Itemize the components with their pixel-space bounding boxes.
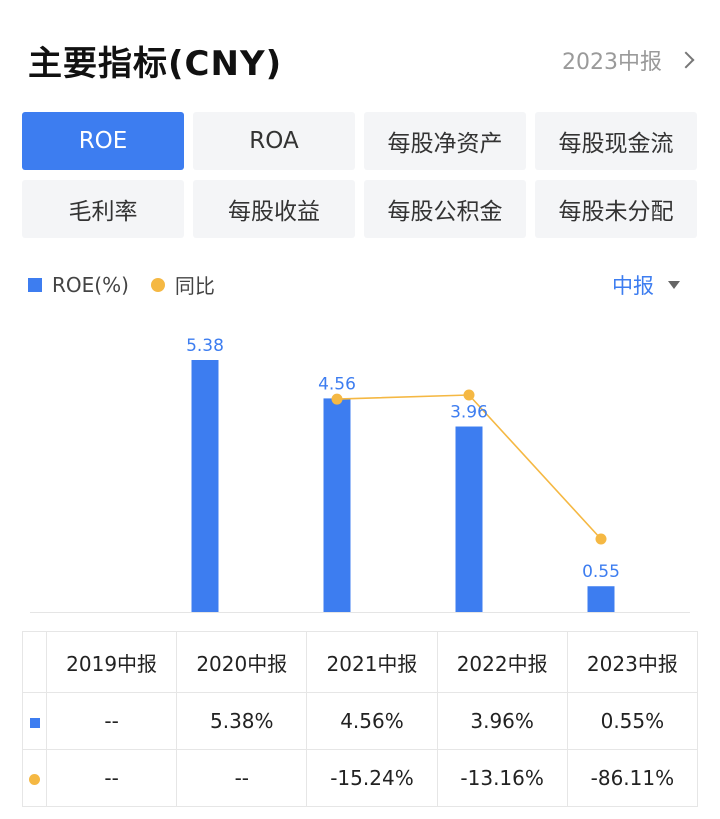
bar-legend-label: ROE(%) <box>52 272 129 297</box>
roe-bar <box>455 426 483 612</box>
page-title: 主要指标(CNY) <box>28 44 283 84</box>
table-header-cell: 2020中报 <box>176 631 308 693</box>
bar-value-label: 5.38 <box>186 336 224 356</box>
tab-roe[interactable]: ROE <box>22 112 184 170</box>
table-cell: -86.11% <box>566 749 699 807</box>
line-legend-swatch <box>150 277 165 292</box>
dot-marker-icon <box>29 774 40 785</box>
tab-eps[interactable]: 每股收益 <box>193 180 355 238</box>
table-cell: 0.55% <box>566 692 699 750</box>
tab-cashflow-per-share[interactable]: 每股现金流 <box>535 112 697 170</box>
yoy-row-marker <box>22 749 47 807</box>
chevron-right-icon <box>677 51 695 69</box>
table-cell: 3.96% <box>436 692 568 750</box>
table-header-row: 2019中报 2020中报 2021中报 2022中报 2023中报 <box>22 631 699 693</box>
bar-value-label: 3.96 <box>450 403 488 423</box>
bar-legend-swatch <box>28 277 42 292</box>
period-select-label: 中报 <box>612 274 654 298</box>
yoy-point <box>463 389 475 401</box>
yoy-point <box>331 393 343 405</box>
tab-roa[interactable]: ROA <box>193 112 355 170</box>
table-cell: -- <box>45 749 178 807</box>
bar-value-label: 0.55 <box>582 562 620 582</box>
period-link[interactable]: 2023中报 <box>562 44 695 76</box>
header: 主要指标(CNY) 2023中报 <box>0 0 720 112</box>
dropdown-arrow-icon <box>668 281 680 289</box>
roe-chart: 5.38 4.56 3.96 0.55 <box>30 336 690 613</box>
table-cell: 4.56% <box>306 692 438 750</box>
table-cell: 5.38% <box>176 692 308 750</box>
roe-bar <box>191 360 219 612</box>
tab-nav-per-share[interactable]: 每股净资产 <box>364 112 526 170</box>
data-table: 2019中报 2020中报 2021中报 2022中报 2023中报 -- 5.… <box>22 631 699 807</box>
roe-bar <box>587 586 615 612</box>
table-header-cell: 2023中报 <box>566 631 699 693</box>
tab-gross-margin[interactable]: 毛利率 <box>22 180 184 238</box>
tab-capital-reserve-per-share[interactable]: 每股公积金 <box>364 180 526 238</box>
line-legend-label: 同比 <box>174 274 215 298</box>
yoy-point <box>595 533 607 545</box>
metric-tabs: ROE ROA 每股净资产 每股现金流 毛利率 每股收益 每股公积金 每股未分配 <box>22 112 698 238</box>
table-cell: -- <box>176 749 308 807</box>
table-header-cell: 2022中报 <box>436 631 568 693</box>
roe-bar <box>323 398 351 612</box>
table-cell: -- <box>45 692 178 750</box>
period-select[interactable]: 中报 <box>612 270 680 300</box>
tab-undistributed-per-share[interactable]: 每股未分配 <box>535 180 697 238</box>
period-link-label: 2023中报 <box>562 50 662 75</box>
table-row-yoy: -- -- -15.24% -13.16% -86.11% <box>22 749 699 807</box>
table-header-cell: 2021中报 <box>306 631 438 693</box>
chart-legend: ROE(%) 同比 <box>28 270 215 299</box>
table-row-roe: -- 5.38% 4.56% 3.96% 0.55% <box>22 692 699 750</box>
bar-marker-icon <box>29 718 40 728</box>
roe-row-marker <box>22 692 47 750</box>
table-header-cell: 2019中报 <box>45 631 178 693</box>
bar-value-label: 4.56 <box>318 374 356 394</box>
table-header-cell <box>22 631 47 693</box>
table-cell: -13.16% <box>436 749 568 807</box>
table-cell: -15.24% <box>306 749 438 807</box>
